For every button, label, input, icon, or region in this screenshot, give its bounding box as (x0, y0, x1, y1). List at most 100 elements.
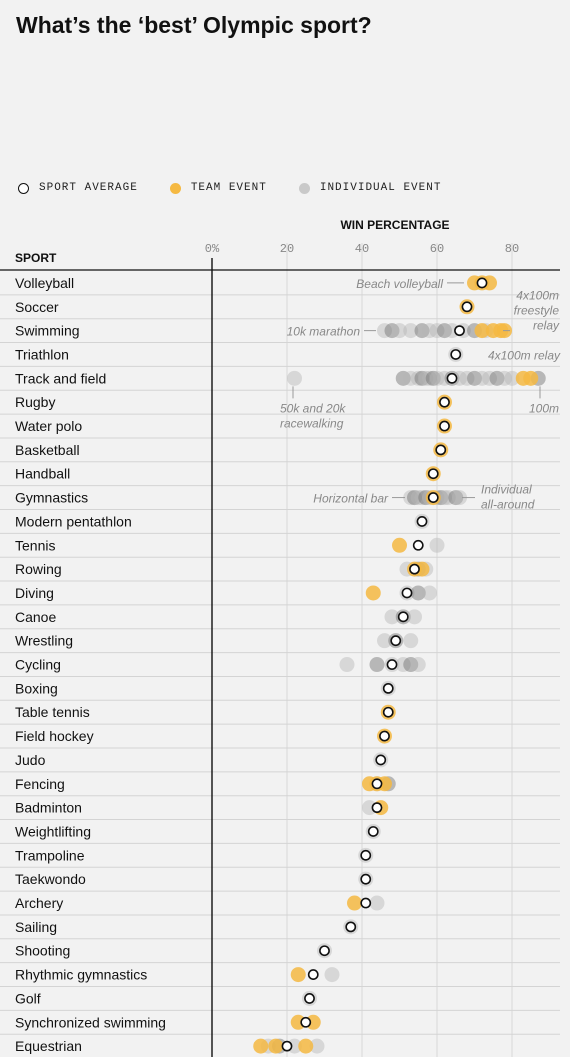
individual-dot (459, 370, 475, 386)
individual-dot (369, 657, 385, 673)
annotation: 10k marathon (287, 325, 361, 339)
average-dot (360, 897, 372, 909)
individual-dot (410, 585, 426, 601)
legend-label-average: SPORT AVERAGE (39, 182, 138, 194)
row-label: Sailing (15, 919, 57, 935)
legend: SPORT AVERAGE TEAM EVENT INDIVIDUAL EVEN… (18, 182, 473, 194)
annotation: 50k and 20k racewalking (280, 401, 346, 430)
individual-dot (422, 370, 437, 386)
row-label: Trampoline (15, 847, 85, 863)
average-dot (360, 849, 372, 861)
average-dot (390, 635, 402, 647)
individual-dot (324, 967, 340, 983)
average-dot (454, 325, 465, 337)
team-dot (347, 895, 362, 911)
team-dot (298, 1038, 314, 1054)
row-label: Equestrian (15, 1038, 82, 1054)
average-dot (412, 539, 424, 551)
legend-label-individual: INDIVIDUAL EVENT (319, 182, 442, 194)
average-dot (416, 516, 428, 527)
average-dot (409, 563, 420, 575)
row-label: Boxing (15, 680, 58, 696)
individual-dot (437, 323, 452, 339)
average-dot (375, 754, 387, 766)
average-dot (397, 611, 409, 623)
team-dot (253, 1038, 269, 1054)
row-label: Tennis (15, 537, 55, 553)
average-dot (281, 1040, 293, 1052)
row-label: Diving (15, 585, 54, 601)
average-dot (360, 873, 372, 885)
individual-dot (452, 490, 467, 506)
row-label: Taekwondo (15, 871, 86, 887)
individual-dot (309, 1038, 325, 1054)
annotation: Individual all-around (481, 483, 535, 512)
row-label: Gymnastics (15, 490, 88, 506)
average-dot (319, 945, 330, 957)
average-dot (386, 659, 398, 670)
average-dot (382, 682, 394, 694)
row-label: Modern pentathlon (15, 513, 132, 529)
legend-item-team: TEAM EVENT (169, 182, 267, 194)
individual-dot (418, 370, 434, 386)
individual-dot (414, 323, 430, 339)
row-label: Synchronized swimming (15, 1014, 166, 1030)
annotation: 100m (529, 401, 559, 415)
row-label: Rhythmic gymnastics (15, 967, 147, 983)
individual-dot (403, 633, 419, 649)
row-label: Field hockey (15, 728, 94, 744)
team-dot (365, 585, 381, 601)
individual-dot (437, 490, 452, 506)
row-label: Volleyball (15, 275, 74, 291)
row-label: Triathlon (15, 346, 69, 362)
individual-dot (410, 370, 426, 386)
row-label: Cycling (15, 657, 61, 673)
individual-dot (369, 895, 385, 911)
average-dot (300, 1016, 312, 1028)
average-dot (461, 301, 473, 313)
average-dot (439, 420, 450, 432)
individual-dot (410, 657, 426, 673)
row-label: Soccer (15, 299, 59, 315)
average-dot (476, 277, 488, 289)
row-label: Rugby (15, 394, 55, 410)
legend-item-individual: INDIVIDUAL EVENT (298, 182, 442, 194)
individual-dot (384, 609, 400, 625)
row-label: Rowing (15, 561, 62, 577)
row-label: Archery (15, 895, 63, 911)
row-label: Swimming (15, 323, 80, 339)
y-axis-label: SPORT (15, 251, 57, 265)
chart-title: What’s the ‘best’ Olympic sport? (16, 12, 372, 38)
row-label: Table tennis (15, 704, 90, 720)
individual-dot (392, 323, 407, 339)
x-tick-label: 0% (205, 242, 220, 256)
individual-dot (403, 370, 419, 386)
individual-dot (429, 323, 445, 339)
row-label: Track and field (15, 370, 106, 386)
individual-dot (504, 370, 520, 386)
average-dot (439, 396, 450, 408)
row-label: Water polo (15, 418, 82, 434)
individual-dot (384, 323, 400, 339)
average-dot (367, 826, 379, 837)
row-label: Weightlifting (15, 823, 91, 839)
individual-dot (395, 370, 411, 386)
average-dot (371, 802, 383, 814)
individual-dot (467, 370, 482, 386)
individual-dot (403, 657, 419, 673)
individual-dot (377, 323, 392, 339)
average-dot (435, 444, 447, 456)
individual-dot (448, 490, 464, 506)
individual-marker-icon (298, 182, 310, 194)
row-label: Handball (15, 466, 70, 482)
average-dot (401, 587, 413, 599)
average-dot (345, 921, 357, 933)
individual-dot (407, 490, 422, 506)
average-dot (450, 349, 462, 360)
individual-dot (414, 490, 430, 506)
average-dot (379, 730, 390, 742)
individual-dot (407, 609, 422, 625)
individual-dot (429, 370, 445, 386)
row-label: Fencing (15, 776, 65, 792)
